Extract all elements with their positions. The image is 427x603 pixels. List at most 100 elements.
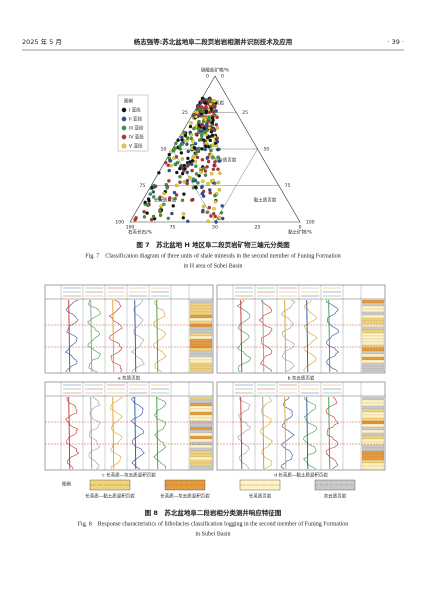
lithology-band xyxy=(189,432,213,437)
lithology-band xyxy=(189,341,213,346)
lithology-band xyxy=(361,344,385,349)
sample-dot xyxy=(200,124,204,128)
panel-label: d 长英质—黏土质混积页岩 xyxy=(274,472,328,479)
sample-dot xyxy=(190,198,194,202)
sample-dot xyxy=(185,178,190,183)
log-curve-2 xyxy=(134,396,137,470)
sample-dot xyxy=(211,143,215,147)
sample-dot xyxy=(180,198,185,202)
lithology-band xyxy=(189,426,213,431)
sample-dot xyxy=(210,133,215,137)
lithology-band xyxy=(189,320,213,325)
sample-dot xyxy=(212,104,216,109)
sample-dot xyxy=(178,174,182,179)
lithology-band xyxy=(189,411,213,416)
sample-dot xyxy=(201,204,206,208)
legend-label: 长英质页岩 xyxy=(249,493,272,500)
sample-dot xyxy=(210,116,215,120)
sample-dot xyxy=(195,110,199,115)
lithology-band xyxy=(189,456,213,461)
sample-dot xyxy=(204,141,208,145)
tick-label: 100 xyxy=(306,220,315,226)
lithology-band xyxy=(361,432,385,437)
tick-label: 100 xyxy=(126,225,135,231)
sample-dot xyxy=(208,102,213,106)
lithology-band xyxy=(361,447,385,452)
sample-dot xyxy=(143,200,147,204)
panel-label: b 灰云质页岩 xyxy=(288,375,315,382)
sample-dot xyxy=(216,155,220,159)
lithology-band xyxy=(189,450,213,455)
lithology-band xyxy=(189,299,213,304)
lithology-band xyxy=(189,417,213,422)
sample-dot xyxy=(202,107,206,111)
sample-dot xyxy=(190,168,194,173)
tick-label: 0 xyxy=(221,74,224,80)
sample-dot xyxy=(211,211,216,216)
log-curve xyxy=(280,299,296,373)
log-curve xyxy=(237,396,251,470)
sample-dot xyxy=(196,181,200,185)
sample-dot xyxy=(202,166,206,170)
lithology-band xyxy=(189,438,213,443)
lithology-band xyxy=(189,396,213,401)
lithology-band xyxy=(189,423,213,428)
sample-dot xyxy=(134,216,138,220)
sample-dot xyxy=(180,171,185,176)
lithology-band xyxy=(361,405,385,410)
sample-dot xyxy=(177,144,182,148)
axis-top: 碳酸盐矿物/% xyxy=(201,67,230,74)
tick-label: 25 xyxy=(255,225,261,231)
sample-dot xyxy=(176,138,180,142)
lithology-band xyxy=(361,414,385,419)
sample-dot xyxy=(188,175,192,180)
legend-dot xyxy=(121,143,127,149)
tick-label: 75 xyxy=(285,183,291,189)
tick-label: 0 xyxy=(206,74,209,80)
sample-dot xyxy=(205,210,209,214)
sample-dot xyxy=(185,142,189,146)
tick-label: 25 xyxy=(182,110,188,116)
sample-dot xyxy=(211,167,216,171)
legend-dot xyxy=(121,116,127,122)
sample-dot xyxy=(180,157,184,161)
log-curve xyxy=(280,396,295,470)
log-curve-2 xyxy=(240,396,243,470)
lithology-band xyxy=(361,450,385,455)
fig7-caption-en: in H area of Subei Basin xyxy=(184,262,243,269)
sample-dot xyxy=(212,99,217,103)
sample-dot xyxy=(180,142,184,146)
sample-dot xyxy=(209,171,214,176)
sample-dot xyxy=(208,97,212,102)
legend-box xyxy=(117,94,149,152)
sample-dot xyxy=(216,167,220,171)
lithology-band xyxy=(361,356,385,361)
lithology-band xyxy=(361,353,385,358)
lithology-band xyxy=(189,441,213,446)
lithology-band xyxy=(361,329,385,334)
lithology-band xyxy=(361,350,385,355)
division-line xyxy=(172,148,216,223)
sample-dot xyxy=(191,177,196,181)
lithology-band xyxy=(361,311,385,316)
sample-dot xyxy=(197,138,202,142)
sample-dot xyxy=(167,197,172,202)
log-curve-2 xyxy=(156,396,159,470)
lithology-band xyxy=(189,368,213,373)
sample-dot xyxy=(215,126,220,130)
sample-dot xyxy=(204,109,209,113)
lithology-band xyxy=(189,402,213,407)
sample-dot xyxy=(195,155,200,159)
sample-dot xyxy=(145,211,149,215)
sample-dot xyxy=(178,180,182,184)
log-curve xyxy=(64,299,79,373)
region-label: 混合质页岩 xyxy=(214,157,237,164)
sample-dot xyxy=(213,214,217,219)
sample-dot xyxy=(165,186,169,190)
log-curve-2 xyxy=(262,299,265,373)
sample-dot xyxy=(178,166,182,171)
legend-label: I 亚段 xyxy=(129,107,141,114)
lithology-band xyxy=(189,302,213,307)
sample-dot xyxy=(211,110,216,114)
sample-dot xyxy=(151,190,155,194)
